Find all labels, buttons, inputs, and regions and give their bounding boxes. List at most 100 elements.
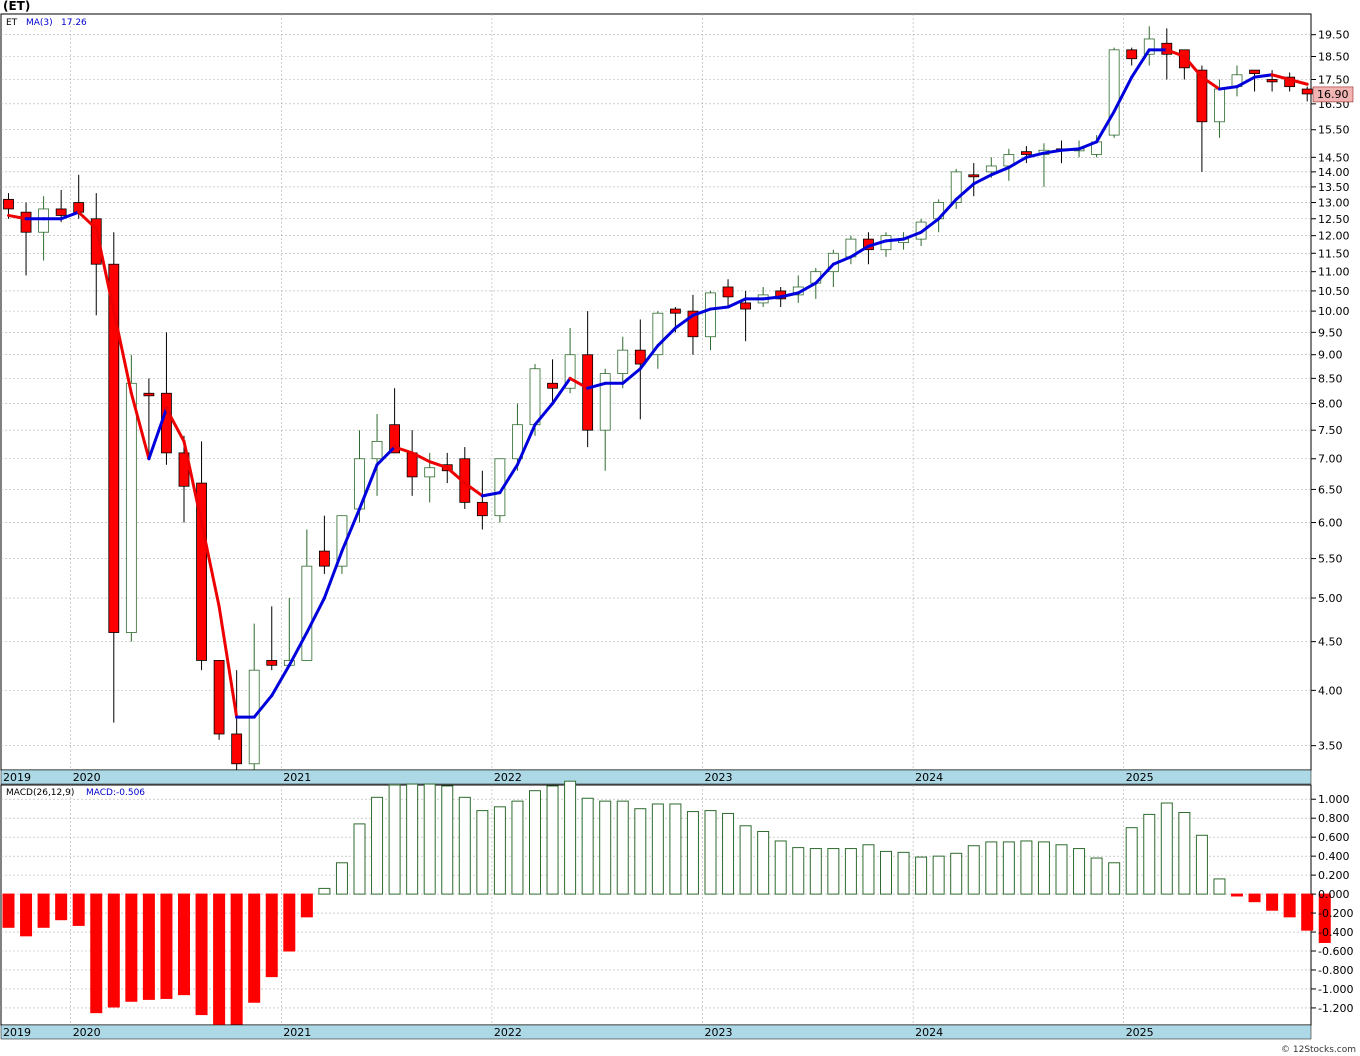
ma-segment [568, 376, 590, 390]
ma-segment [445, 466, 467, 485]
candle [20, 202, 32, 276]
price-vertical-grid [70, 14, 1124, 770]
price-date-axis-labels: 2019 2020 2021 2022 2023 2024 2025 [3, 771, 1154, 784]
macd-bar [880, 850, 892, 895]
ma-segment [866, 239, 888, 248]
price-date-axis-band [0, 769, 1312, 785]
candle-body [652, 312, 664, 356]
ma-segment [1270, 73, 1292, 81]
macd-bar [72, 893, 85, 926]
price-tick-label: 9.50 [1318, 326, 1343, 339]
macd-date-label: 2020 [73, 1026, 101, 1039]
candle-body [3, 198, 14, 210]
macd-bar [353, 823, 366, 895]
macd-bar [932, 855, 945, 895]
ma-segment [322, 549, 344, 600]
candle [1301, 86, 1313, 102]
candle-body [389, 424, 401, 454]
ma-segment [217, 604, 239, 719]
price-tick-label: 3.50 [1318, 740, 1343, 753]
ma-segment [709, 305, 730, 311]
ma-segment [621, 367, 642, 385]
macd-bar [1002, 841, 1015, 895]
macd-bar [809, 848, 822, 895]
macd-bar [265, 893, 278, 978]
ma-segment [849, 244, 870, 259]
macd-bar [757, 830, 770, 895]
candle-body [213, 660, 225, 735]
macd-tick-label: 1.000 [1318, 793, 1350, 806]
candle-body [20, 211, 32, 233]
macd-tick-label: 0.600 [1318, 831, 1350, 844]
macd-tick-label: 0.800 [1318, 812, 1350, 825]
ma-segment [919, 217, 941, 234]
macd-bar [335, 862, 348, 895]
candle-body [301, 565, 313, 661]
ma-segment [1217, 85, 1239, 91]
ma-segment [1077, 140, 1099, 151]
candle [55, 189, 67, 223]
candle-body [196, 482, 207, 661]
ma-segment [112, 309, 133, 395]
macd-bar [704, 810, 717, 895]
macd-bar [739, 825, 752, 895]
macd-bar [1125, 827, 1138, 895]
ma-segment [428, 460, 449, 470]
credit-text: © 12Stocks.com [1281, 1045, 1356, 1055]
candle [950, 168, 962, 209]
candle-body [1249, 69, 1260, 75]
ma-segment [1200, 75, 1221, 91]
ma-segment [779, 291, 800, 299]
candle-body [529, 368, 541, 426]
candle [301, 529, 313, 661]
macd-bar [1055, 844, 1068, 895]
candle-body [1143, 38, 1155, 55]
macd-tick-label: 0.200 [1318, 869, 1350, 882]
candle [213, 660, 225, 740]
candle [1178, 49, 1190, 80]
candle-body [1301, 88, 1313, 95]
ma-segment [673, 313, 695, 330]
ma-segment [831, 255, 853, 266]
macd-bar [195, 893, 208, 1016]
candle [1021, 146, 1032, 164]
price-tick-label: 15.50 [1318, 124, 1350, 137]
price-tick-label: 10.50 [1318, 285, 1350, 298]
candle-body [564, 354, 576, 389]
ma-segment [287, 631, 309, 667]
candle [143, 378, 155, 459]
ma-segment [726, 297, 748, 309]
ma-segment [515, 423, 537, 467]
price-tick-label: 14.50 [1318, 151, 1350, 164]
macd-bar [283, 893, 296, 952]
candle-body [1108, 49, 1120, 136]
candle [582, 311, 594, 448]
price-tick-label: 12.50 [1318, 213, 1350, 226]
ma-segment [1095, 109, 1116, 144]
macd-date-label: 2025 [1126, 1026, 1154, 1039]
ma-segment [94, 227, 116, 313]
macd-bar [1037, 841, 1050, 895]
candle-body [512, 424, 523, 460]
macd-bar [160, 893, 173, 999]
ma-segment [638, 344, 660, 371]
ma-segment [902, 230, 923, 241]
ma-segment [1235, 75, 1257, 89]
macd-bar [441, 785, 454, 895]
macd-bar [125, 893, 138, 1002]
candle [371, 413, 383, 496]
candle-body [1021, 151, 1032, 155]
legend-ma-value: 17.26 [61, 18, 87, 28]
ma-segment [480, 491, 502, 498]
macd-bar [213, 893, 226, 1026]
ma-segment [77, 210, 98, 231]
candle [599, 368, 611, 471]
candle-body [424, 467, 436, 478]
macd-bar [1301, 893, 1314, 931]
macd-bar [967, 845, 980, 895]
macd-bar [20, 893, 33, 937]
candle-body [599, 373, 611, 431]
macd-bar [476, 810, 489, 895]
ma-segment [252, 694, 274, 719]
ma-segment [761, 295, 783, 301]
